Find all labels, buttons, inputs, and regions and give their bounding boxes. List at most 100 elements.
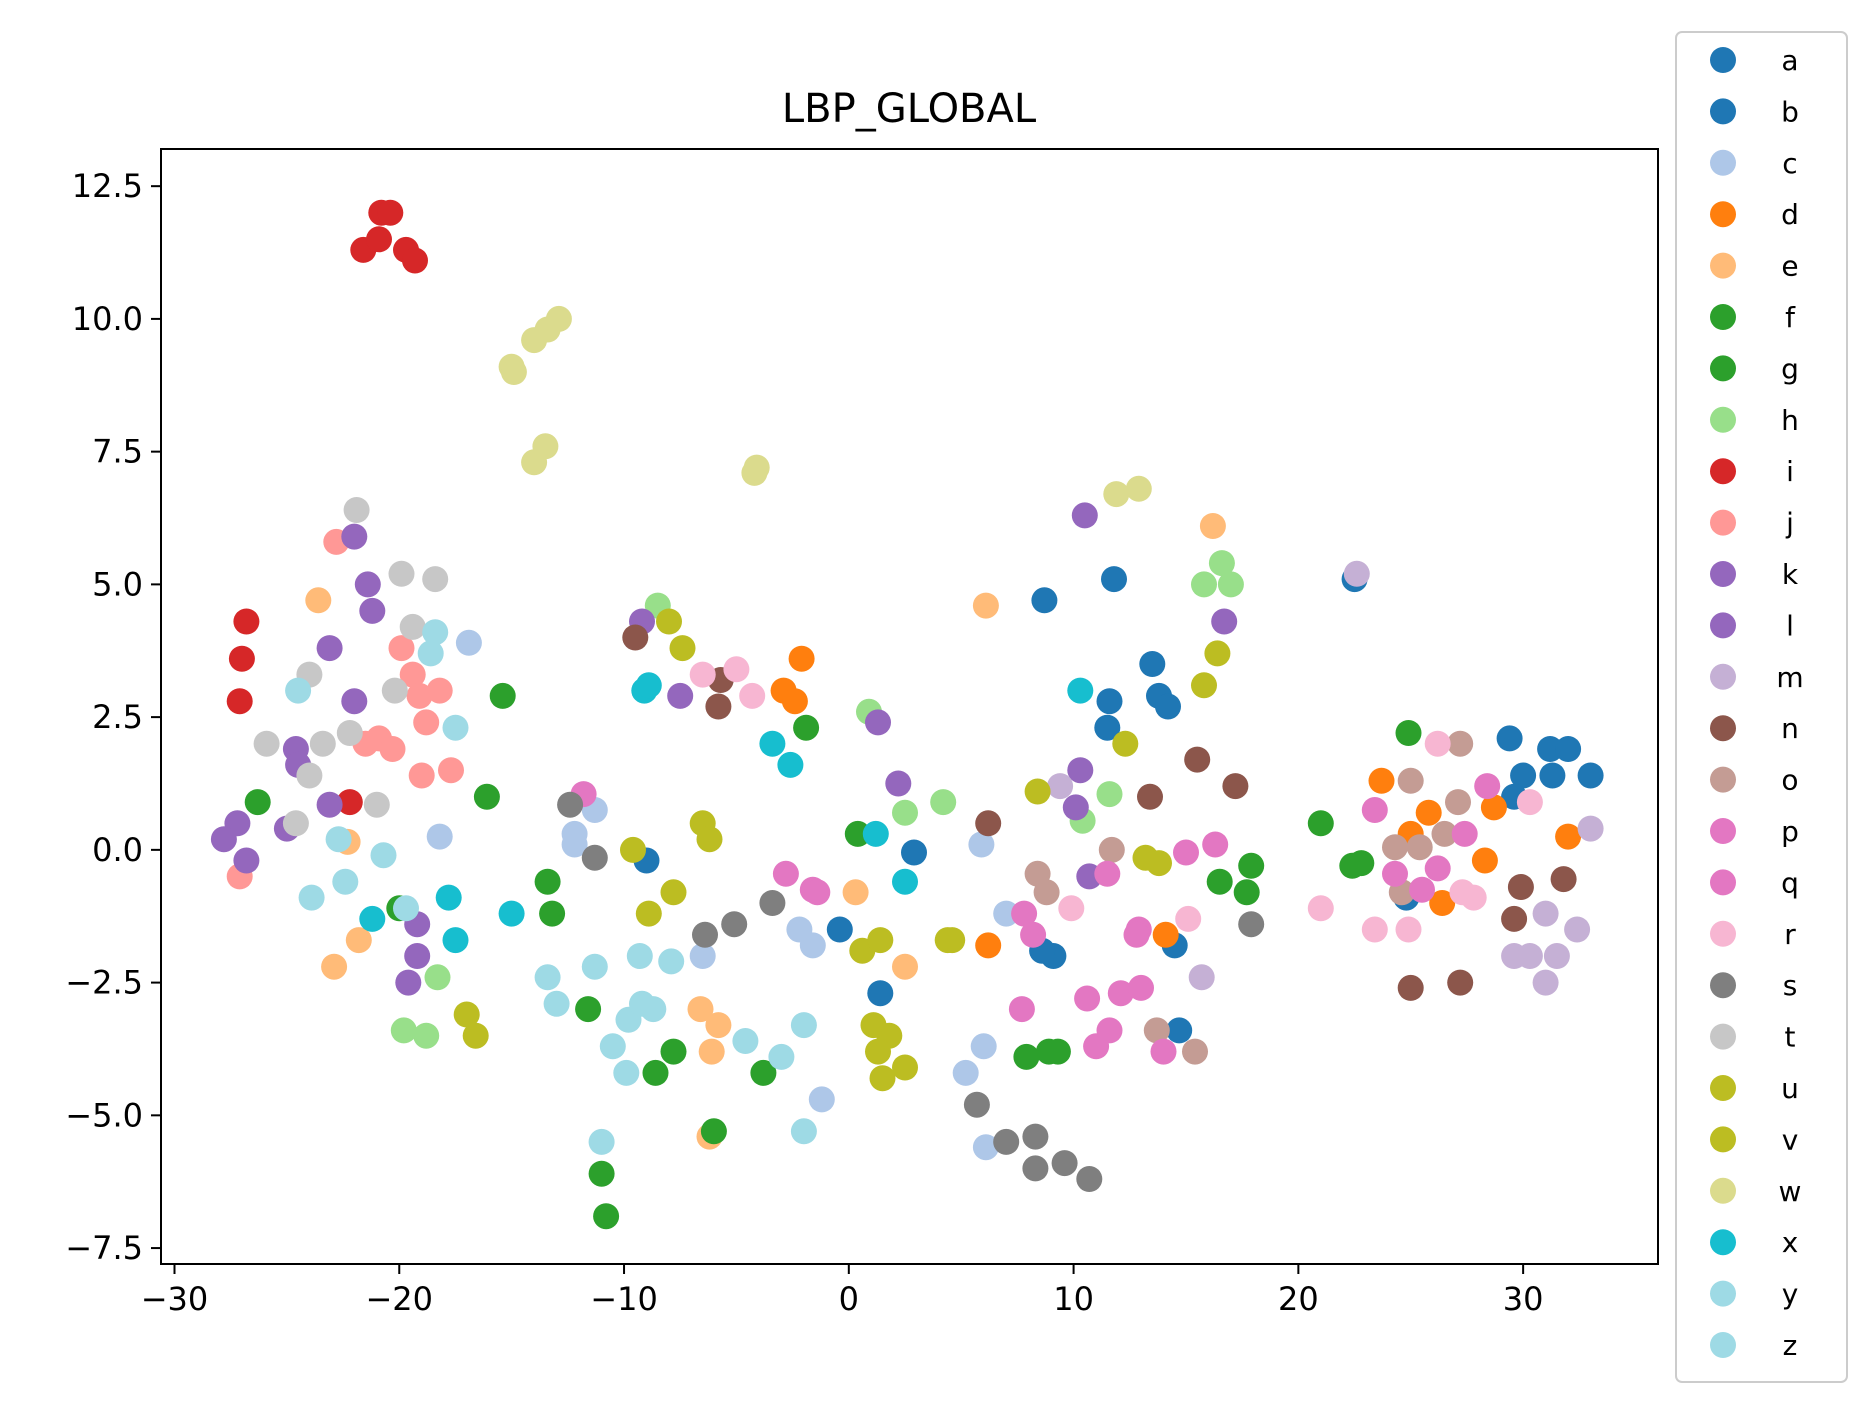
data-point-m-4 xyxy=(1516,943,1543,969)
data-point-m-6 xyxy=(1564,916,1591,943)
data-point-t-1 xyxy=(388,560,415,587)
data-point-z-7 xyxy=(790,1012,817,1039)
data-point-o-11 xyxy=(1182,1038,1208,1065)
data-point-g-6 xyxy=(1307,810,1334,837)
data-point-k-1 xyxy=(354,571,381,598)
series-r xyxy=(689,656,1543,943)
data-point-n-7 xyxy=(1397,974,1424,1001)
data-point-n-4 xyxy=(1137,783,1163,810)
data-point-p-6 xyxy=(1094,860,1121,887)
data-point-f-4 xyxy=(534,868,561,895)
chart-title: LBP_GLOBAL xyxy=(782,86,1037,132)
data-point-e-11 xyxy=(1199,513,1226,539)
data-point-c-7 xyxy=(799,932,826,959)
data-point-e-8 xyxy=(842,879,869,906)
y-tick-label: −2.5 xyxy=(65,964,143,1002)
data-point-q-9 xyxy=(1474,773,1501,800)
legend-item-e: e xyxy=(1710,250,1799,283)
y-tick-label: 0.0 xyxy=(92,831,143,869)
legend-item-j: j xyxy=(1710,507,1794,540)
data-point-p-3 xyxy=(804,879,831,906)
data-point-w-4 xyxy=(545,305,572,332)
data-point-f-2 xyxy=(473,783,500,810)
data-point-l-2 xyxy=(667,682,694,709)
data-point-a-4 xyxy=(1139,651,1166,677)
data-point-e-2 xyxy=(345,927,372,954)
data-point-i-9 xyxy=(336,789,363,816)
x-tick-label: 0 xyxy=(839,1280,859,1318)
data-point-z-3 xyxy=(640,996,667,1023)
data-point-s-6 xyxy=(993,1128,1020,1155)
data-point-h-8 xyxy=(1096,781,1123,808)
series-m xyxy=(1047,560,1604,996)
data-point-i-3 xyxy=(377,199,404,226)
data-point-r-11 xyxy=(1516,789,1543,816)
series-y xyxy=(285,619,642,1155)
data-point-i-8 xyxy=(226,688,253,715)
data-point-a-12 xyxy=(1577,762,1604,789)
data-point-g-4 xyxy=(1233,879,1260,906)
data-point-j-1 xyxy=(388,635,415,662)
data-point-l-3 xyxy=(865,709,891,736)
legend-marker-a xyxy=(1710,47,1736,73)
legend-label-r: r xyxy=(1784,918,1796,951)
legend-item-r: r xyxy=(1710,918,1796,951)
legend-item-d: d xyxy=(1710,198,1799,231)
series-o xyxy=(1024,730,1474,1065)
data-point-g-8 xyxy=(1348,850,1375,877)
data-point-s-10 xyxy=(1076,1166,1103,1192)
legend-marker-m xyxy=(1710,663,1736,690)
data-point-j-3 xyxy=(406,682,433,709)
data-point-r-6 xyxy=(1361,916,1388,943)
data-point-s-11 xyxy=(1238,911,1265,938)
data-point-y-6 xyxy=(298,884,325,911)
legend-marker-t xyxy=(1710,1023,1736,1050)
data-point-g-2 xyxy=(1044,1038,1071,1065)
data-point-t-4 xyxy=(381,677,408,704)
data-point-d-7 xyxy=(1415,799,1442,826)
data-point-s-2 xyxy=(692,921,718,948)
data-point-k-13 xyxy=(395,969,422,996)
x-tick-label: −10 xyxy=(590,1280,658,1318)
data-point-w-9 xyxy=(1103,481,1130,508)
data-point-y-7 xyxy=(332,868,359,895)
data-point-x-1 xyxy=(435,884,462,911)
data-point-p-13 xyxy=(1382,860,1408,887)
data-point-n-0 xyxy=(622,624,649,651)
data-point-y-4 xyxy=(325,826,352,853)
data-point-v-3 xyxy=(1024,778,1051,805)
data-point-y-3 xyxy=(442,714,469,741)
legend-item-m: m xyxy=(1710,661,1804,694)
data-point-c-5 xyxy=(689,943,716,969)
data-point-h-5 xyxy=(892,799,918,826)
series-l xyxy=(210,608,1238,890)
data-point-g-5 xyxy=(1238,852,1265,879)
data-point-f-3 xyxy=(489,682,516,709)
data-point-v-4 xyxy=(1112,730,1139,757)
data-point-u-13 xyxy=(892,1054,918,1081)
data-point-t-9 xyxy=(296,762,323,789)
data-point-p-1 xyxy=(772,860,799,887)
data-point-x-3 xyxy=(498,900,525,927)
data-point-d-2 xyxy=(781,688,808,715)
legend-label-x: x xyxy=(1782,1226,1799,1259)
data-point-c-9 xyxy=(952,1059,979,1086)
data-point-a-11 xyxy=(1539,762,1566,789)
legend-label-e: e xyxy=(1781,250,1798,283)
data-point-h-6 xyxy=(930,789,957,816)
series-h xyxy=(390,550,1244,1049)
data-point-l-5 xyxy=(1067,757,1094,784)
data-point-y-14 xyxy=(613,1059,640,1086)
data-point-e-0 xyxy=(305,587,332,614)
series-i xyxy=(226,199,428,816)
data-point-s-7 xyxy=(1022,1123,1049,1150)
data-point-j-7 xyxy=(379,736,406,762)
data-point-w-8 xyxy=(743,454,770,481)
legend-label-n: n xyxy=(1781,712,1799,745)
legend-marker-q xyxy=(1710,869,1736,896)
x-tick-label: 20 xyxy=(1278,1280,1319,1318)
data-point-k-0 xyxy=(341,523,368,550)
data-point-n-8 xyxy=(1447,969,1474,996)
data-point-d-10 xyxy=(1480,794,1507,821)
data-point-f-10 xyxy=(660,1038,687,1065)
